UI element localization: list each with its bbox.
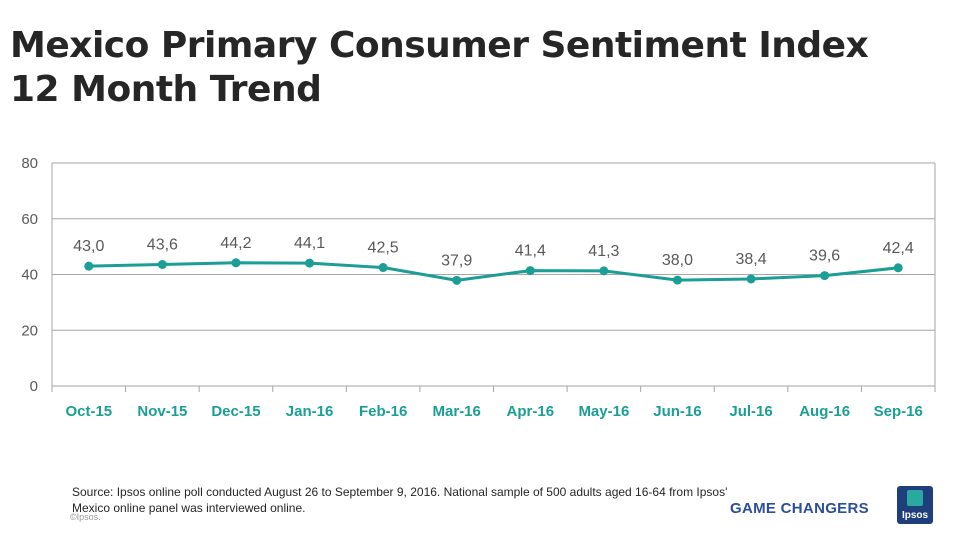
data-point (746, 274, 756, 284)
ipsos-logo-text: Ipsos (901, 510, 929, 521)
y-tick-label: 80 (21, 155, 38, 172)
page-title: Mexico Primary Consumer Sentiment Index … (10, 24, 869, 112)
x-tick-label: Dec-15 (211, 403, 260, 420)
data-label: 44,1 (294, 235, 325, 252)
title-line-2: 12 Month Trend (10, 69, 322, 110)
ipsos-logo: Ipsos (897, 486, 933, 524)
x-tick-label: Apr-16 (507, 403, 555, 420)
data-label: 39,6 (809, 248, 840, 265)
game-changers-tagline: GAME CHANGERS (730, 500, 869, 517)
x-tick-label: Nov-15 (137, 403, 187, 420)
x-tick-label: Jul-16 (729, 403, 772, 420)
x-tick-label: Aug-16 (799, 403, 850, 420)
y-tick-label: 20 (21, 322, 38, 339)
data-label: 37,9 (441, 252, 472, 269)
copyright: ©Ipsos. (70, 512, 101, 522)
series-line (88, 261, 899, 282)
data-label: 42,4 (883, 240, 914, 257)
data-point (231, 258, 241, 268)
x-tick-label: Jan-16 (286, 403, 334, 420)
ipsos-logo-icon (907, 490, 923, 506)
data-label: 44,2 (220, 235, 251, 252)
y-tick-label: 40 (21, 267, 38, 284)
data-point (672, 275, 682, 285)
data-label: 38,4 (735, 251, 766, 268)
data-point (820, 271, 830, 281)
data-point (157, 259, 167, 269)
data-point (305, 258, 315, 268)
data-label: 43,6 (147, 236, 178, 253)
source-note: Source: Ipsos online poll conducted Augu… (72, 485, 728, 515)
y-tick-label: 60 (21, 211, 38, 228)
title-line-1: Mexico Primary Consumer Sentiment Index (10, 25, 869, 66)
y-tick-label: 0 (30, 378, 38, 395)
data-point (599, 266, 609, 276)
data-point (378, 263, 388, 273)
x-tick-label: Feb-16 (359, 403, 407, 420)
data-label: 41,4 (515, 243, 546, 260)
data-label: 41,3 (588, 243, 619, 260)
x-tick-label: Sep-16 (874, 403, 923, 420)
data-label: 42,5 (368, 240, 399, 257)
x-tick-label: Jun-16 (653, 403, 701, 420)
data-point (84, 261, 94, 271)
data-point (525, 266, 535, 276)
data-point (452, 275, 462, 285)
x-tick-label: Oct-15 (65, 403, 112, 420)
data-label: 43,0 (73, 238, 104, 255)
x-tick-label: Mar-16 (433, 403, 481, 420)
x-tick-label: May-16 (578, 403, 629, 420)
line-chart: 0 20 40 60 80 Oct-15 Nov-15 Dec-15 Jan-16 Feb-16 M… (21, 155, 936, 420)
data-point (893, 263, 903, 273)
data-label: 38,0 (662, 252, 693, 269)
